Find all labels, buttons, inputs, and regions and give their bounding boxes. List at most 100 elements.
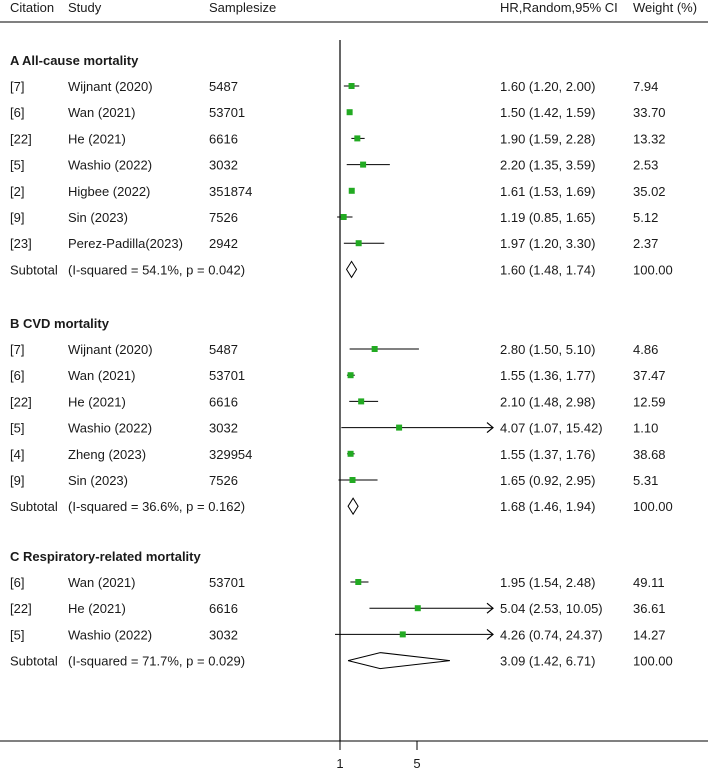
study-citation: [22] — [10, 394, 32, 409]
study-weight: 4.86 — [633, 342, 658, 357]
subtotal-stats: (I-squared = 71.7%, p = 0.029) — [68, 654, 245, 669]
study-samplesize: 6616 — [209, 394, 238, 409]
study-hr-ci: 1.97 (1.20, 3.30) — [500, 236, 595, 251]
study-weight: 12.59 — [633, 394, 666, 409]
study-citation: [9] — [10, 473, 24, 488]
study-hr-ci: 2.10 (1.48, 2.98) — [500, 394, 595, 409]
study-citation: [5] — [10, 421, 24, 436]
study-weight: 14.27 — [633, 627, 666, 642]
study-samplesize: 3032 — [209, 158, 238, 173]
section-title: C Respiratory-related mortality — [10, 549, 201, 564]
study-hr-ci: 1.61 (1.53, 1.69) — [500, 184, 595, 199]
subtotal-label: Subtotal — [10, 262, 58, 277]
section-title: A All-cause mortality — [10, 53, 139, 68]
subtotal-hr-ci: 3.09 (1.42, 6.71) — [500, 654, 595, 669]
study-citation: [2] — [10, 184, 24, 199]
point-estimate — [371, 346, 378, 352]
study-citation: [9] — [10, 210, 24, 225]
ci-arrow-right — [486, 422, 494, 434]
study-hr-ci: 1.19 (0.85, 1.65) — [500, 210, 595, 225]
subtotal-label: Subtotal — [10, 654, 58, 669]
study-weight: 5.12 — [633, 210, 658, 225]
study-hr-ci: 1.65 (0.92, 2.95) — [500, 473, 595, 488]
study-hr-ci: 1.60 (1.20, 2.00) — [500, 79, 595, 94]
subtotal-hr-ci: 1.68 (1.46, 1.94) — [500, 499, 595, 514]
point-estimate — [358, 398, 365, 405]
point-estimate — [360, 161, 367, 168]
study-name: He (2021) — [68, 394, 126, 409]
study-samplesize: 53701 — [209, 575, 245, 590]
study-samplesize: 3032 — [209, 627, 238, 642]
header-citation: Citation — [10, 0, 54, 15]
study-hr-ci: 1.90 (1.59, 2.28) — [500, 131, 595, 146]
point-estimate — [355, 579, 362, 585]
study-samplesize: 7526 — [209, 210, 238, 225]
study-samplesize: 351874 — [209, 184, 252, 199]
study-name: Wan (2021) — [68, 105, 135, 120]
study-hr-ci: 5.04 (2.53, 10.05) — [500, 601, 603, 616]
study-name: Washio (2022) — [68, 158, 152, 173]
subtotal-label: Subtotal — [10, 499, 58, 514]
study-weight: 7.94 — [633, 79, 658, 94]
study-citation: [23] — [10, 236, 32, 251]
study-samplesize: 5487 — [209, 342, 238, 357]
study-name: He (2021) — [68, 601, 126, 616]
point-estimate — [399, 631, 406, 638]
study-name: He (2021) — [68, 131, 126, 146]
point-estimate — [348, 187, 355, 194]
study-weight: 37.47 — [633, 368, 666, 383]
subtotal-diamond — [347, 652, 450, 670]
study-hr-ci: 1.55 (1.36, 1.77) — [500, 368, 595, 383]
subtotal-diamond — [345, 260, 358, 279]
study-samplesize: 53701 — [209, 368, 245, 383]
study-name: Wan (2021) — [68, 368, 135, 383]
study-name: Washio (2022) — [68, 421, 152, 436]
ci-arrow-right — [486, 602, 494, 614]
study-citation: [7] — [10, 342, 24, 357]
point-estimate — [347, 372, 354, 379]
study-citation: [6] — [10, 575, 24, 590]
study-weight: 2.37 — [633, 236, 658, 251]
study-hr-ci: 2.80 (1.50, 5.10) — [500, 342, 595, 357]
subtotal-stats: (I-squared = 36.6%, p = 0.162) — [68, 499, 245, 514]
study-hr-ci: 1.95 (1.54, 2.48) — [500, 575, 595, 590]
study-name: Wan (2021) — [68, 575, 135, 590]
study-name: Sin (2023) — [68, 473, 128, 488]
study-name: Wijnant (2020) — [68, 79, 153, 94]
study-weight: 2.53 — [633, 158, 658, 173]
point-estimate — [349, 477, 356, 483]
header-study: Study — [68, 0, 102, 15]
point-estimate — [354, 135, 361, 142]
header-row: Citation Study Samplesize HR,Random,95% … — [10, 0, 697, 15]
study-citation: [5] — [10, 627, 24, 642]
subtotal-weight: 100.00 — [633, 654, 673, 669]
header-weight: Weight (%) — [633, 0, 697, 15]
study-hr-ci: 4.26 (0.74, 24.37) — [500, 627, 603, 642]
ci-arrow-right — [486, 628, 494, 640]
study-weight: 1.10 — [633, 421, 658, 436]
subtotal-stats: (I-squared = 54.1%, p = 0.042) — [68, 262, 245, 277]
x-tick-label: 1 — [336, 756, 343, 771]
subtotal-hr-ci: 1.60 (1.48, 1.74) — [500, 262, 595, 277]
study-samplesize: 6616 — [209, 131, 238, 146]
study-hr-ci: 1.50 (1.42, 1.59) — [500, 105, 595, 120]
study-weight: 5.31 — [633, 473, 658, 488]
study-name: Perez-Padilla(2023) — [68, 236, 183, 251]
x-tick-label: 5 — [413, 756, 420, 771]
point-estimate — [347, 450, 354, 457]
study-weight: 13.32 — [633, 131, 666, 146]
point-estimate — [340, 214, 347, 220]
study-weight: 33.70 — [633, 105, 666, 120]
study-samplesize: 6616 — [209, 601, 238, 616]
subtotal-diamond — [347, 497, 359, 516]
study-citation: [22] — [10, 601, 32, 616]
header-effect: HR,Random,95% CI — [500, 0, 618, 15]
study-weight: 35.02 — [633, 184, 666, 199]
point-estimate — [346, 109, 353, 116]
study-weight: 38.68 — [633, 447, 666, 462]
section-title: B CVD mortality — [10, 316, 110, 331]
study-name: Wijnant (2020) — [68, 342, 153, 357]
study-weight: 36.61 — [633, 601, 666, 616]
